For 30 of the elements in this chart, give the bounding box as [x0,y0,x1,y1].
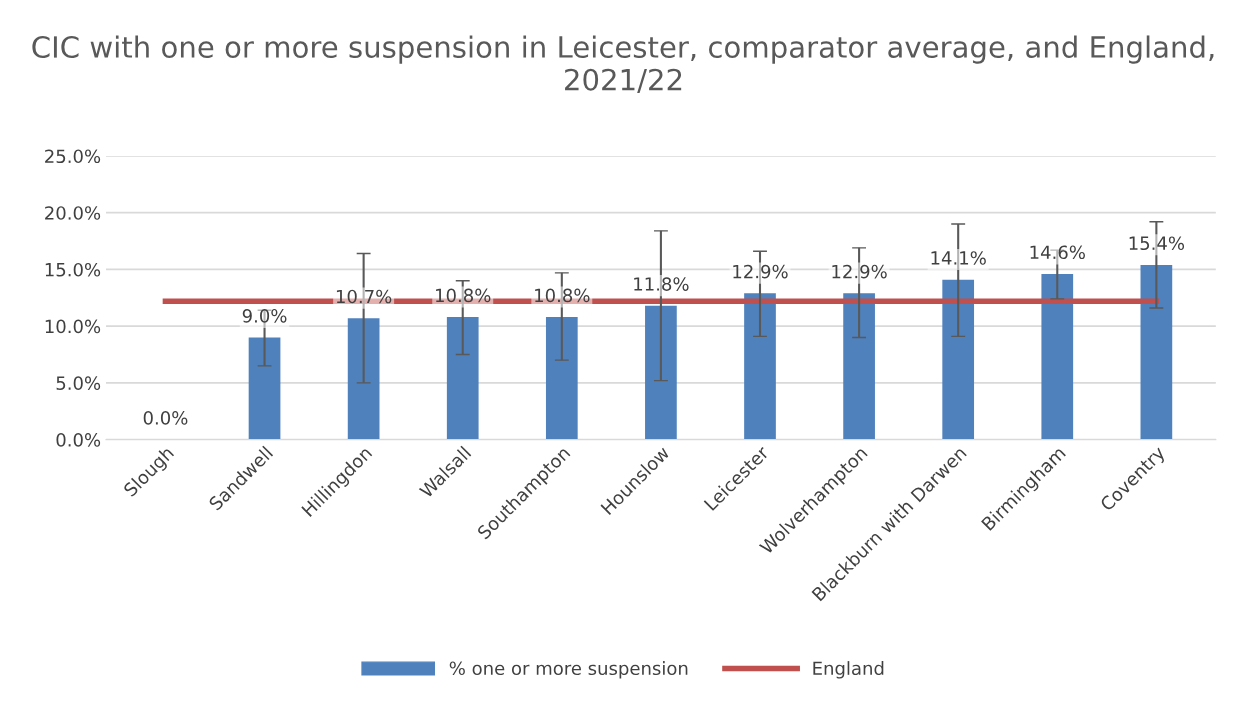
data-label: 10.8% [436,288,491,303]
data-label: 10.7% [336,289,392,304]
bar [248,337,281,440]
bar [942,279,975,440]
bar [347,318,380,440]
data-label: 15.4% [1129,236,1185,251]
data-label: 14.1% [931,251,986,265]
y-tick-label: 15.0% [45,262,101,277]
y-tick-label: 5.0% [56,376,101,390]
bar [545,317,578,440]
legend-label: England [813,661,884,679]
data-label: 12.9% [733,264,788,279]
data-label: 0.0% [143,411,188,425]
data-label: 10.8% [535,288,590,303]
y-tick-label: 20.0% [45,206,101,220]
bar [645,305,677,440]
y-tick-label: 10.0% [45,319,101,334]
data-label: 9.0% [242,308,287,323]
bar [1140,264,1173,440]
bar [1041,273,1074,440]
legend-label: % one or more suspension [449,661,688,679]
data-label: 11.8% [634,277,689,291]
bar [843,293,875,440]
y-tick-label: 0.0% [56,433,101,447]
bar [446,317,479,440]
bar [744,293,776,440]
data-label: 14.6% [1030,245,1085,260]
chart-title: CIC with one or more suspension in Leicester, comparator average, and England, 2021/22 [32,35,1214,93]
data-label: 12.9% [832,264,887,279]
y-tick-label: 25.0% [45,149,101,164]
